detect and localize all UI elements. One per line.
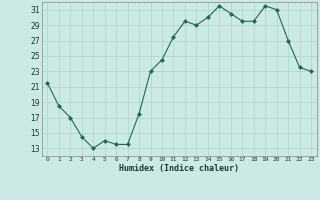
X-axis label: Humidex (Indice chaleur): Humidex (Indice chaleur) xyxy=(119,164,239,173)
